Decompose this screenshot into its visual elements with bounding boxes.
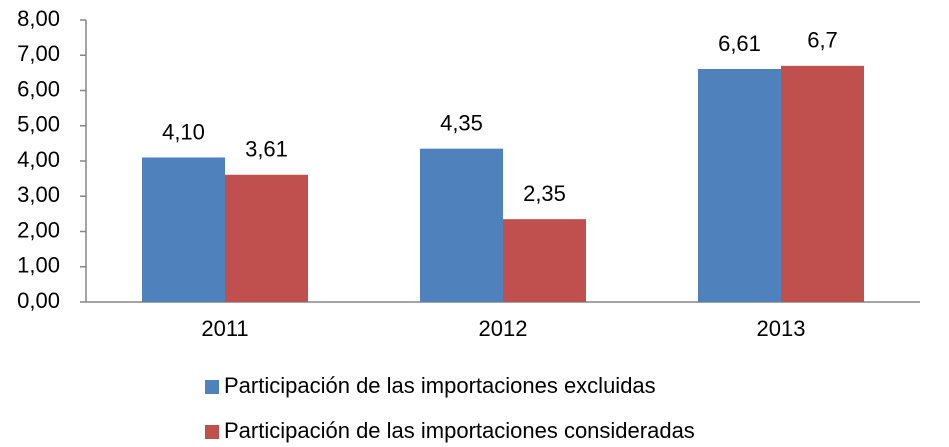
legend-swatch	[205, 380, 219, 394]
data-label: 4,35	[440, 110, 483, 135]
legend-label: Participación de las importaciones consi…	[224, 418, 695, 443]
y-tick-label: 8,00	[17, 6, 60, 31]
data-label: 2,35	[523, 181, 566, 206]
bar	[142, 157, 225, 302]
bar	[781, 65, 864, 302]
bar	[698, 68, 781, 302]
y-tick-label: 3,00	[17, 182, 60, 207]
y-tick-label: 2,00	[17, 217, 60, 242]
y-tick-label: 5,00	[17, 112, 60, 137]
y-tick-label: 6,00	[17, 76, 60, 101]
legend-label: Participación de las importaciones exclu…	[224, 373, 656, 398]
bar	[225, 174, 308, 302]
x-tick-label: 2012	[479, 316, 528, 341]
x-tick-label: 2011	[201, 316, 248, 341]
y-tick-label: 4,00	[17, 147, 60, 172]
data-label: 3,61	[245, 137, 288, 162]
bar	[420, 148, 503, 302]
bar	[503, 219, 586, 302]
y-tick-label: 1,00	[17, 253, 60, 278]
data-label: 6,61	[718, 31, 761, 56]
y-tick-label: 7,00	[17, 41, 60, 66]
x-tick-label: 2013	[757, 316, 806, 341]
legend-swatch	[205, 425, 219, 439]
data-label: 4,10	[162, 119, 205, 144]
y-tick-label: 0,00	[17, 288, 60, 313]
data-label: 6,7	[807, 28, 838, 53]
